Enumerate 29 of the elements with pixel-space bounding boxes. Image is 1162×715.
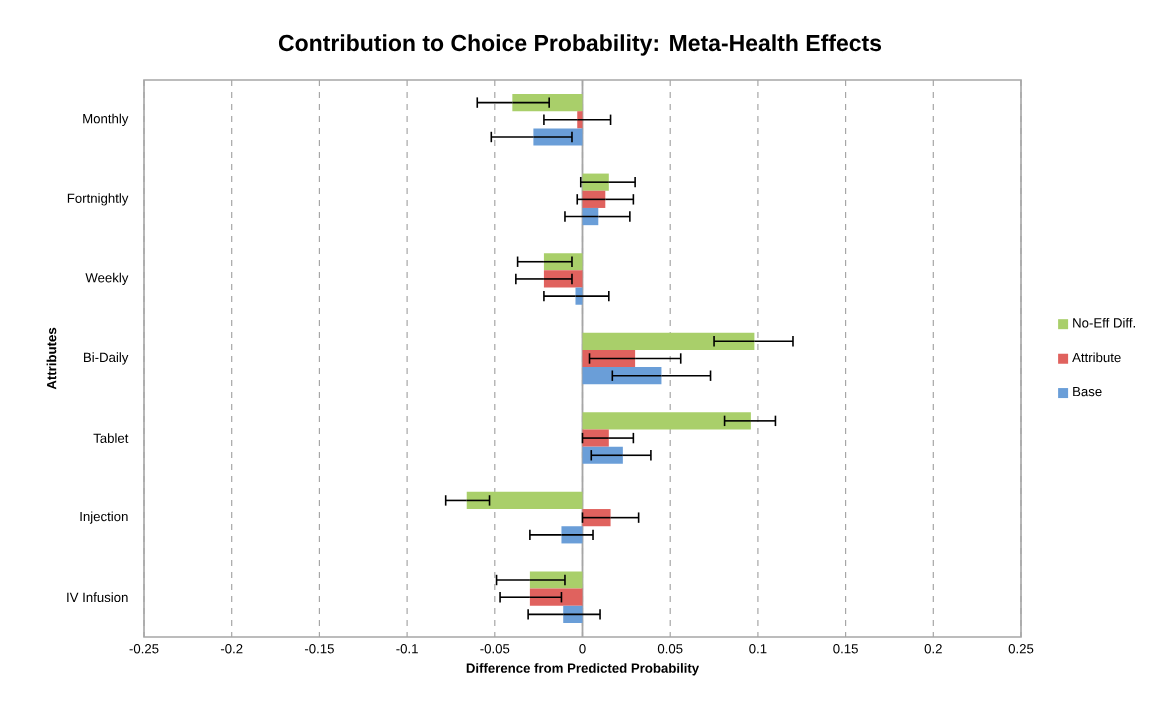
y-tick-label: IV Infusion <box>67 592 128 603</box>
bar <box>582 412 751 430</box>
bar <box>582 332 755 350</box>
x-tick-label: 0 <box>579 644 586 654</box>
y-tick-label: Injection <box>80 511 128 524</box>
x-tick-label: 0.1 <box>749 644 767 654</box>
x-tick-label: -0.2 <box>220 644 243 654</box>
x-tick-label: 0.15 <box>833 644 858 654</box>
x-tick-label: 0.2 <box>924 644 942 654</box>
bar <box>582 190 606 208</box>
legend-label: No-Eff Diff. <box>1073 317 1135 328</box>
x-tick-label: 0.25 <box>1008 644 1034 654</box>
bar <box>466 491 583 510</box>
x-tick-label: -0.15 <box>304 644 334 654</box>
y-tick-label: Weekly <box>85 272 129 286</box>
x-axis-title: Difference from Predicted Probability <box>466 663 700 676</box>
x-tick-label: 0.05 <box>657 644 683 654</box>
y-tick-label: Tablet <box>93 433 129 443</box>
x-tick-label: -0.05 <box>480 644 510 654</box>
y-tick-label: Bi-Daily <box>84 352 129 365</box>
y-tick-label: Monthly <box>83 113 129 126</box>
x-tick-label: -0.25 <box>129 644 159 654</box>
chart-title: Contribution to Choice Probability: Meta-Health Effects <box>278 34 882 56</box>
legend-label: Attribute <box>1072 352 1121 363</box>
x-tick-label: -0.1 <box>396 644 418 654</box>
y-tick-label: Fortnightly <box>67 193 129 206</box>
bar <box>563 605 583 624</box>
y-axis-title: Attributes <box>46 327 57 390</box>
legend-label: Base <box>1073 387 1102 397</box>
